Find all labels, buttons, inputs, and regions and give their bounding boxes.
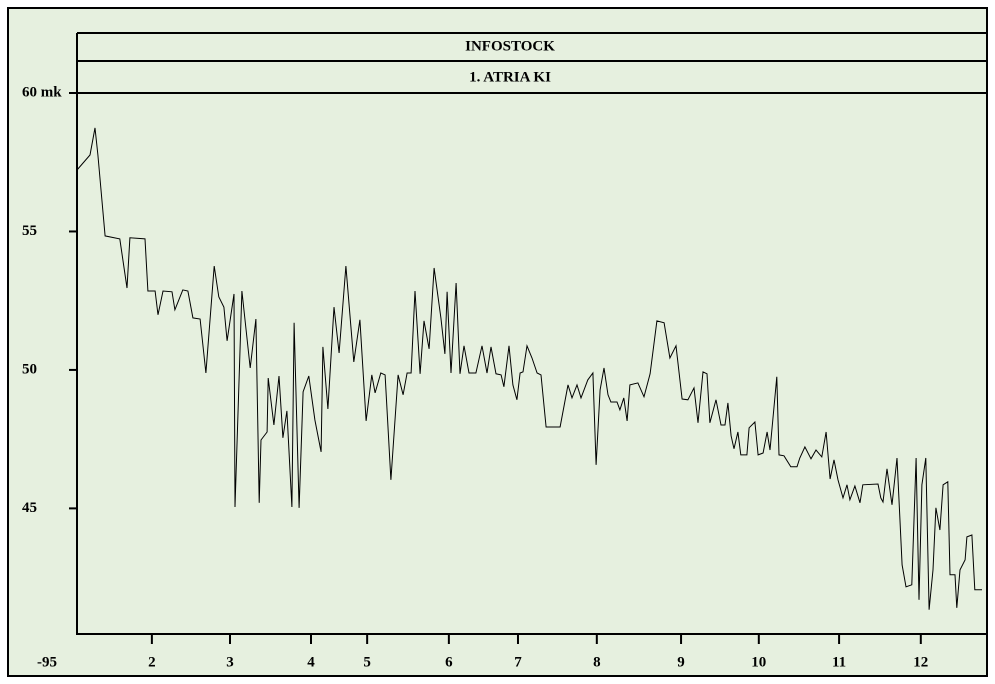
x-tick-label: 11 bbox=[832, 654, 846, 670]
x-tick-label: 9 bbox=[677, 654, 685, 670]
x-tick-label: 8 bbox=[593, 654, 601, 670]
y-tick-label: 55 bbox=[22, 223, 37, 239]
x-start-label: -95 bbox=[37, 654, 57, 670]
x-tick-label: 12 bbox=[913, 654, 928, 670]
x-tick-label: 7 bbox=[514, 654, 522, 670]
x-tick-label: 4 bbox=[307, 654, 315, 670]
chart-subtitle: 1. ATRIA KI bbox=[469, 69, 551, 85]
chart-title: INFOSTOCK bbox=[465, 38, 555, 54]
chart-background bbox=[7, 7, 988, 677]
x-tick-label: 5 bbox=[363, 654, 371, 670]
y-tick-label: 45 bbox=[22, 500, 37, 516]
y-tick-label: 60 mk bbox=[22, 84, 62, 100]
price-line bbox=[76, 127, 982, 610]
x-tick-label: 6 bbox=[445, 654, 453, 670]
x-tick-label: 3 bbox=[226, 654, 234, 670]
y-tick-label: 50 bbox=[22, 361, 37, 377]
x-tick-label: 10 bbox=[751, 654, 766, 670]
x-tick-label: 2 bbox=[148, 654, 156, 670]
